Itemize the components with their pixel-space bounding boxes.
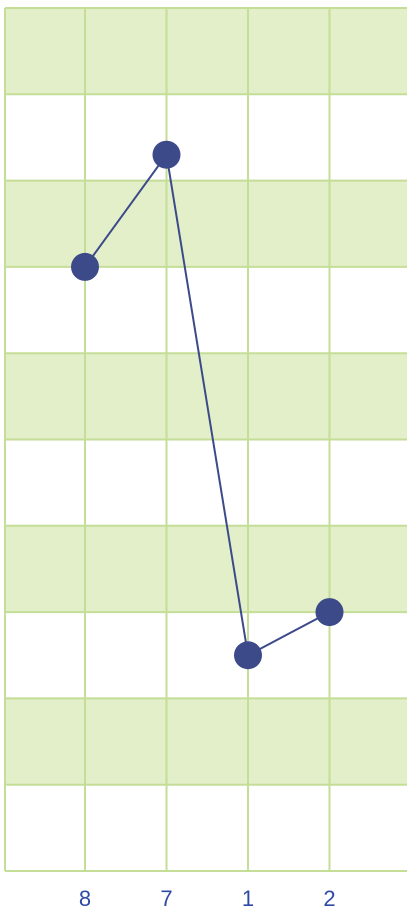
band-1: [5, 180, 407, 267]
data-point-2: [315, 598, 344, 627]
gridlines: [4, 7, 407, 872]
data-point-8: [71, 252, 99, 281]
x-axis-ticks: 8 7 1 2: [79, 886, 336, 911]
series-line-0: [84, 152, 330, 657]
background-bands: [5, 8, 407, 785]
band-0: [5, 8, 407, 95]
band-4: [5, 698, 407, 785]
x-tick-label: 1: [242, 886, 254, 911]
band-3: [5, 525, 407, 613]
series-group: [71, 140, 344, 670]
data-point-1: [234, 641, 262, 670]
x-tick-label: 7: [160, 886, 172, 911]
x-tick-label: 2: [323, 886, 335, 911]
x-tick-label: 8: [79, 886, 91, 911]
data-point-7: [152, 140, 181, 169]
